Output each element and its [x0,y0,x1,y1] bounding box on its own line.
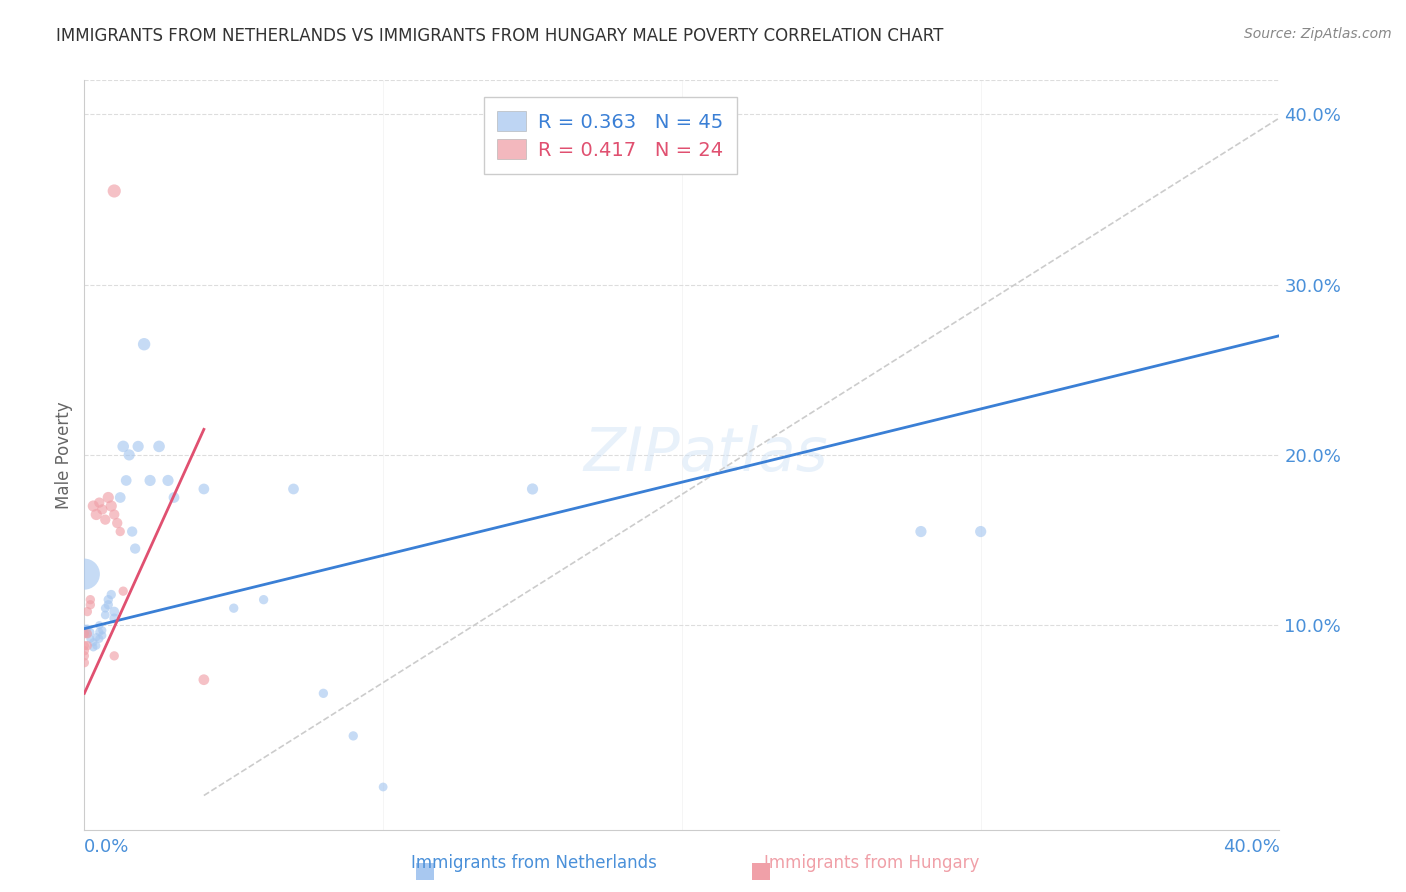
Point [76,622,98,636]
Point [112,584,135,599]
Point [94,513,117,527]
Text: Immigrants from Hungary: Immigrants from Hungary [763,855,980,872]
Point [89,625,111,640]
Point [193,673,215,687]
Point [91,502,114,516]
Legend: R = 0.363   N = 45, R = 0.417   N = 24: R = 0.363 N = 45, R = 0.417 N = 24 [484,97,737,174]
Point [97,491,120,505]
Point [73,626,96,640]
Point [342,729,364,743]
Point [157,474,180,488]
Point [103,648,125,663]
Point [73,648,96,663]
Text: Immigrants from Netherlands: Immigrants from Netherlands [412,855,657,872]
Point [94,601,117,615]
Point [127,439,149,453]
Point [76,605,98,619]
Point [283,482,305,496]
Point [86,630,108,644]
Point [103,605,125,619]
Point [124,541,146,556]
Point [89,495,111,509]
Point [86,639,108,653]
Point [103,611,125,625]
Point [73,639,96,653]
Point [139,474,162,488]
Y-axis label: Male Poverty: Male Poverty [55,401,73,508]
Point [79,598,101,612]
Point [970,524,993,539]
Point [112,439,135,453]
Point [76,626,98,640]
Text: 40.0%: 40.0% [1223,838,1279,856]
Point [86,508,108,522]
Point [522,482,544,496]
Point [82,499,104,513]
Point [253,592,276,607]
Point [73,644,96,658]
Point [115,474,138,488]
Point [97,592,120,607]
Point [132,337,156,351]
Point [79,625,101,640]
Point [100,588,122,602]
Text: Source: ZipAtlas.com: Source: ZipAtlas.com [1244,27,1392,41]
Point [110,524,132,539]
Point [76,639,98,653]
Point [105,516,128,530]
Point [73,622,96,636]
Point [163,491,186,505]
Point [100,499,122,513]
Point [373,780,395,794]
Point [82,640,104,655]
Point [73,626,96,640]
Point [94,607,117,622]
Point [76,626,98,640]
Point [91,624,114,638]
Point [121,524,143,539]
Point [97,598,120,612]
Text: ZIPatlas: ZIPatlas [583,425,828,484]
Point [79,592,101,607]
Point [148,439,170,453]
Point [910,524,932,539]
Point [193,482,215,496]
Point [312,686,335,700]
Point [110,491,132,505]
Point [118,448,141,462]
Point [89,618,111,632]
Point [91,628,114,642]
Point [89,632,111,646]
Text: IMMIGRANTS FROM NETHERLANDS VS IMMIGRANTS FROM HUNGARY MALE POVERTY CORRELATION : IMMIGRANTS FROM NETHERLANDS VS IMMIGRANT… [56,27,943,45]
Point [82,635,104,649]
Point [73,656,96,670]
Text: 0.0%: 0.0% [84,838,129,856]
Point [79,632,101,646]
Point [103,508,125,522]
Point [73,567,96,582]
Point [222,601,245,615]
Point [103,184,125,198]
